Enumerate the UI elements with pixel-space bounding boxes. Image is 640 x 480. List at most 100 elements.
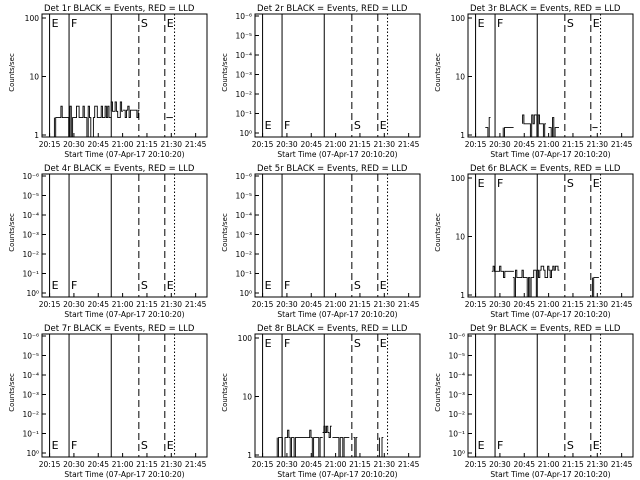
x-axis-label: Start Time (07-Apr-17 20:10:20) xyxy=(64,470,184,479)
x-tick-label: 20:30 xyxy=(63,140,85,149)
y-tick-label: 10⁰ xyxy=(452,449,465,458)
x-tick-label: 21:30 xyxy=(373,140,395,149)
y-tick-label: 10⁻⁴ xyxy=(22,371,39,380)
x-tick-label: 21:30 xyxy=(373,460,395,469)
y-tick-label: 10⁰ xyxy=(239,289,252,298)
chart-svg: Det 9r BLACK = Events, RED = LLD 10⁰ 10⁻¹ 1… xyxy=(434,324,634,479)
y-tick-label: 100 xyxy=(238,334,253,343)
event-trace xyxy=(591,277,599,298)
marker-label: E xyxy=(265,119,272,132)
y-axis-label: Counts/sec xyxy=(221,373,229,412)
x-tick-label: 21:00 xyxy=(325,300,347,309)
marker-label: S xyxy=(141,279,148,292)
y-tick-label: 10⁰ xyxy=(26,449,39,458)
chart-svg: Det 8r BLACK = Events, RED = LLD 1 10 100 20… xyxy=(221,324,421,479)
plot-frame xyxy=(254,333,421,458)
y-tick-label: 10⁰ xyxy=(26,289,39,298)
x-tick-label: 20:45 xyxy=(300,460,322,469)
event-trace xyxy=(485,117,491,138)
event-trace xyxy=(548,117,559,138)
y-tick-label: 10 xyxy=(455,233,465,242)
y-tick-label: 1 xyxy=(460,131,465,140)
y-tick-label: 10⁻¹ xyxy=(22,270,39,279)
plot-frame xyxy=(254,13,421,138)
event-trace xyxy=(53,105,112,138)
y-tick-label: 10⁻⁶ xyxy=(22,172,39,181)
x-tick-label: 20:45 xyxy=(300,140,322,149)
y-tick-label: 10 xyxy=(455,73,465,82)
chart-title: Det 1r BLACK = Events, RED = LLD xyxy=(44,4,195,14)
y-tick-label: 10⁻² xyxy=(448,410,465,419)
x-tick-label: 21:45 xyxy=(185,300,207,309)
chart-svg: Det 3r BLACK = Events, RED = LLD 1 10 100 20… xyxy=(434,4,634,159)
event-trace xyxy=(110,101,123,119)
event-trace xyxy=(276,429,323,458)
x-tick-label: 21:15 xyxy=(562,460,584,469)
y-tick-label: 10⁻⁴ xyxy=(235,51,252,60)
y-tick-label: 10⁻⁶ xyxy=(235,12,252,21)
marker-label: E xyxy=(167,279,174,292)
x-tick-label: 21:00 xyxy=(538,460,560,469)
x-tick-label: 20:30 xyxy=(276,300,298,309)
chart-title: Det 2r BLACK = Events, RED = LLD xyxy=(257,4,408,14)
detector-panel-8: Det 8r BLACK = Events, RED = LLD 1 10 100 20… xyxy=(213,320,426,480)
x-tick-label: 21:15 xyxy=(136,140,158,149)
x-tick-label: 21:15 xyxy=(349,460,371,469)
x-tick-label: 20:30 xyxy=(276,140,298,149)
marker-label: S xyxy=(354,337,361,350)
marker-label: F xyxy=(284,279,290,292)
marker-label: F xyxy=(497,177,503,190)
x-tick-label: 20:15 xyxy=(252,460,274,469)
detector-panel-5: Det 5r BLACK = Events, RED = LLD 10⁰ 10⁻¹ 1… xyxy=(213,160,426,320)
x-tick-label: 20:30 xyxy=(489,140,511,149)
chart-svg: Det 2r BLACK = Events, RED = LLD 10⁰ 10⁻¹ 1… xyxy=(221,4,421,159)
x-tick-label: 20:45 xyxy=(513,300,535,309)
marker-label: E xyxy=(593,439,600,452)
marker-label: E xyxy=(167,439,174,452)
y-tick-label: 10⁻⁶ xyxy=(22,332,39,341)
x-tick-label: 20:15 xyxy=(465,140,487,149)
marker-label: E xyxy=(52,279,59,292)
x-tick-label: 21:00 xyxy=(112,460,134,469)
x-tick-label: 20:30 xyxy=(276,460,298,469)
plot-frame xyxy=(467,13,634,138)
event-trace xyxy=(322,425,332,439)
y-axis-label: Counts/sec xyxy=(221,53,229,92)
event-trace xyxy=(378,437,384,458)
x-tick-label: 21:15 xyxy=(136,460,158,469)
y-tick-label: 10⁻¹ xyxy=(448,430,465,439)
y-tick-label: 10⁻⁶ xyxy=(235,172,252,181)
x-tick-label: 20:15 xyxy=(465,460,487,469)
x-tick-label: 21:00 xyxy=(325,140,347,149)
x-tick-label: 21:30 xyxy=(160,460,182,469)
event-trace xyxy=(491,265,514,279)
marker-label: S xyxy=(354,119,361,132)
marker-label: F xyxy=(71,279,77,292)
x-tick-label: 21:45 xyxy=(611,300,633,309)
y-tick-label: 10⁻¹ xyxy=(235,110,252,119)
y-axis-label: Counts/sec xyxy=(434,373,442,412)
y-tick-label: 10⁻² xyxy=(235,250,252,259)
x-axis-label: Start Time (07-Apr-17 20:10:20) xyxy=(277,470,397,479)
y-tick-label: 10⁻⁵ xyxy=(22,192,39,201)
chart-title: Det 9r BLACK = Events, RED = LLD xyxy=(470,324,621,334)
x-tick-label: 21:45 xyxy=(398,140,420,149)
marker-label: E xyxy=(380,119,387,132)
x-tick-label: 21:15 xyxy=(349,300,371,309)
event-trace xyxy=(522,114,546,138)
x-tick-label: 20:30 xyxy=(63,300,85,309)
plot-frame xyxy=(41,173,208,298)
marker-label: F xyxy=(284,337,290,350)
y-tick-label: 10 xyxy=(242,393,252,402)
x-axis-label: Start Time (07-Apr-17 20:10:20) xyxy=(490,310,610,319)
y-tick-label: 10⁻³ xyxy=(235,71,252,80)
chart-title: Det 6r BLACK = Events, RED = LLD xyxy=(470,164,621,174)
x-tick-label: 21:15 xyxy=(136,300,158,309)
marker-label: E xyxy=(478,177,485,190)
marker-label: E xyxy=(52,439,59,452)
x-axis-label: Start Time (07-Apr-17 20:10:20) xyxy=(277,150,397,159)
marker-label: S xyxy=(141,17,148,30)
marker-label: S xyxy=(567,177,574,190)
x-tick-label: 20:45 xyxy=(513,140,535,149)
x-tick-label: 20:15 xyxy=(39,460,61,469)
